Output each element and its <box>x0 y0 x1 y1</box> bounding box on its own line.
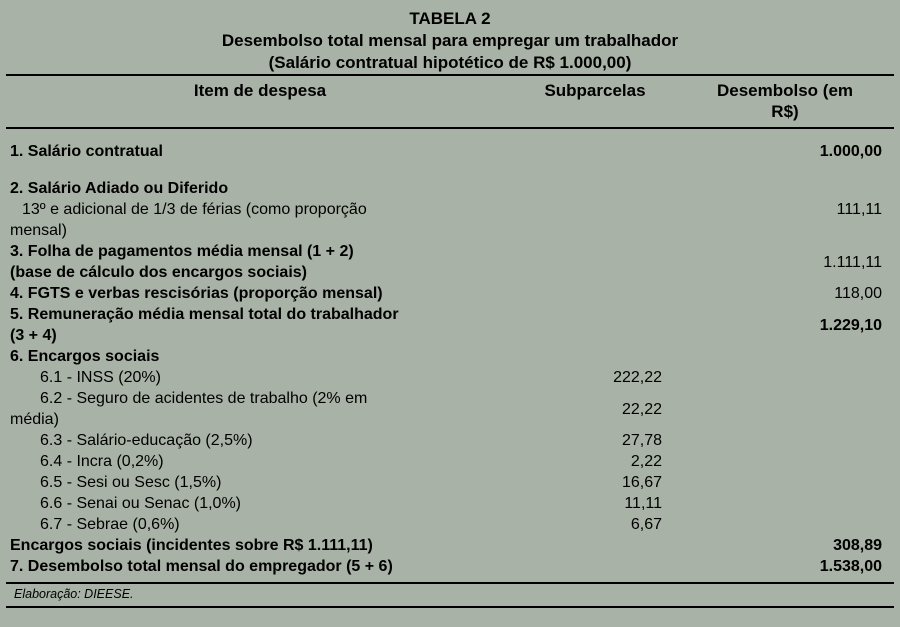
row-item-label: Encargos sociais (incidentes sobre R$ 1.… <box>10 537 373 554</box>
row-desembolso-value: 308,89 <box>833 537 882 554</box>
row-item-label: 6.6 - Senai ou Senac (1,0%) <box>40 495 242 512</box>
row-subparcela-value: 6,67 <box>630 516 662 533</box>
row-item-label: 5. Remuneração média mensal total do tra… <box>10 306 399 344</box>
table-hypothesis: (Salário contratual hipotético de R$ 1.0… <box>268 53 632 72</box>
row-item-label: 6.2 - Seguro de acidentes de trabalho (2… <box>10 390 368 428</box>
column-header-item: Item de despesa <box>193 81 327 100</box>
row-desembolso-value: 1.229,10 <box>819 316 882 334</box>
row-item-label: 4. FGTS e verbas rescisórias (proporção … <box>10 285 383 302</box>
table-row: 4. FGTS e verbas rescisórias (proporção … <box>0 283 900 304</box>
table-row: 2. Salário Adiado ou Diferido 13º e adici… <box>0 178 900 241</box>
column-header-subparcelas: Subparcelas <box>544 81 646 100</box>
divider-header <box>6 127 894 129</box>
row-item-label: 6. Encargos sociais <box>10 348 160 365</box>
table-row: 6. Encargos sociais <box>0 346 900 367</box>
table-row: 1. Salário contratual 1.000,00 <box>0 141 900 162</box>
row-subparcela-value: 222,22 <box>613 369 662 386</box>
table-body: 1. Salário contratual 1.000,00 2. Salário … <box>0 129 900 582</box>
row-subparcela-value: 22,22 <box>621 400 662 418</box>
row-item-label: 1. Salário contratual <box>10 143 163 160</box>
row-subparcela-value: 2,22 <box>630 453 662 470</box>
title-block: TABELA 2 Desembolso total mensal para em… <box>0 8 900 74</box>
divider-top <box>6 74 894 76</box>
table-row: 6.1 - INSS (20%) 222,22 <box>0 367 900 388</box>
row-desembolso-value: 1.111,11 <box>823 253 882 271</box>
divider-page-end <box>6 606 894 608</box>
row-item-label: 7. Desembolso total mensal do empregador… <box>10 558 393 575</box>
table-row: 6.6 - Senai ou Senac (1,0%) 11,11 <box>0 493 900 514</box>
row-item-label: 6.7 - Sebrae (0,6%) <box>40 516 180 533</box>
source-note: Elaboração: DIEESE. <box>14 587 134 601</box>
row-item-label: 6.1 - INSS (20%) <box>40 369 161 386</box>
row-subparcela-value: 11,11 <box>624 495 662 512</box>
row-item-label: 2. Salário Adiado ou Diferido 13º e adici… <box>0 178 520 241</box>
divider-bottom <box>6 582 894 584</box>
table-row: 6.7 - Sebrae (0,6%) 6,67 <box>0 514 900 535</box>
row-desembolso-value: 118,00 <box>834 285 882 302</box>
row-desembolso-value: 1.538,00 <box>819 558 882 575</box>
table-header-row: Item de despesa Subparcelas Desembolso (… <box>0 76 900 127</box>
table-row: 5. Remuneração média mensal total do tra… <box>0 304 900 346</box>
table-row: 6.5 - Sesi ou Sesc (1,5%) 16,67 <box>0 472 900 493</box>
row-desembolso-value: 1.000,00 <box>819 143 882 160</box>
table-row: 6.3 - Salário-educação (2,5%) 27,78 <box>0 430 900 451</box>
table-row: 6.4 - Incra (0,2%) 2,22 <box>0 451 900 472</box>
row-desembolso-value: 111,11 <box>836 201 882 218</box>
table-row: 6.2 - Seguro de acidentes de trabalho (2… <box>0 388 900 430</box>
table-row: 7. Desembolso total mensal do empregador… <box>0 556 900 577</box>
table-title: TABELA 2 <box>409 9 491 28</box>
table-subtitle: Desembolso total mensal para empregar um… <box>221 31 679 50</box>
table-row: Encargos sociais (incidentes sobre R$ 1.… <box>0 535 900 556</box>
row-subparcela-value: 27,78 <box>621 432 662 449</box>
column-header-desembolso: Desembolso (em R$) <box>716 81 854 121</box>
row-subparcela-value: 16,67 <box>621 474 662 491</box>
row-item-label: 6.4 - Incra (0,2%) <box>40 453 164 470</box>
row-item-label: 6.5 - Sesi ou Sesc (1,5%) <box>40 474 222 491</box>
row-item-label: 3. Folha de pagamentos média mensal (1 +… <box>10 243 354 281</box>
background-spacer <box>0 608 900 627</box>
row-item-detail: 13º e adicional de 1/3 de férias (como p… <box>10 201 367 239</box>
table-row: 3. Folha de pagamentos média mensal (1 +… <box>0 241 900 283</box>
row-item-label: 6.3 - Salário-educação (2,5%) <box>40 432 253 449</box>
